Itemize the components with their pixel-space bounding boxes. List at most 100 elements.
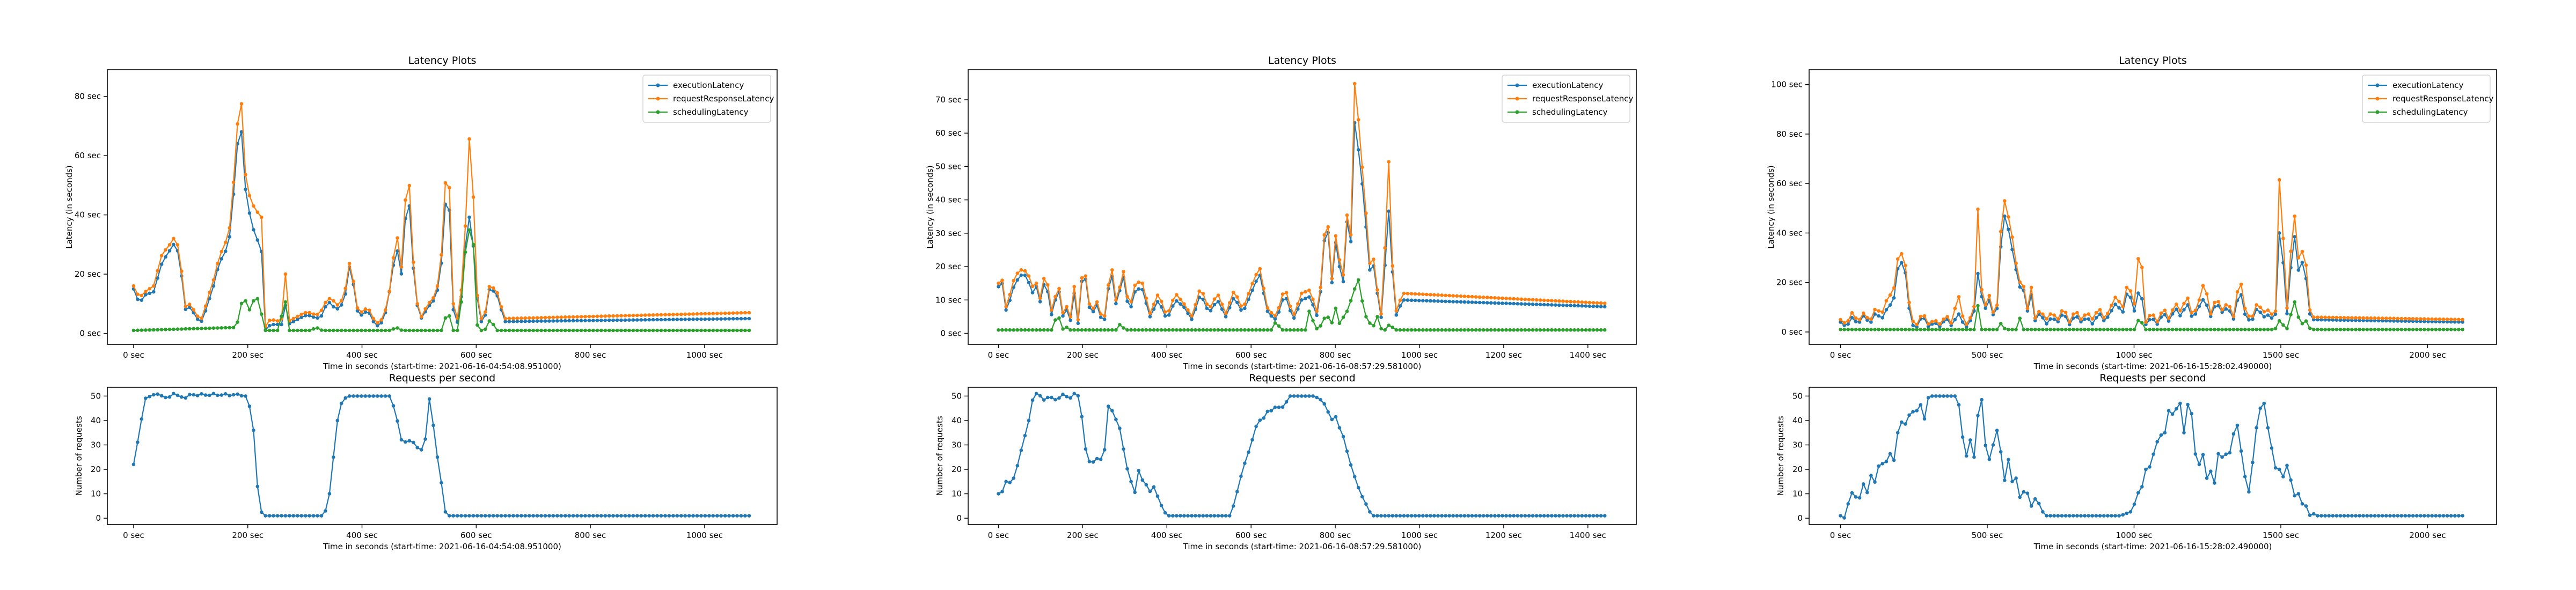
data-point	[2396, 319, 2400, 323]
data-point	[2441, 317, 2446, 321]
x-tick-label: 0 sec	[123, 530, 144, 540]
data-point	[2262, 310, 2266, 314]
data-point	[1880, 310, 1884, 314]
data-point	[599, 319, 603, 322]
data-point	[1030, 328, 1035, 332]
data-point	[1372, 514, 1375, 518]
data-point	[219, 326, 224, 330]
data-point	[2449, 328, 2453, 331]
data-point	[1027, 281, 1031, 285]
data-point	[1190, 328, 1194, 332]
data-point	[2270, 328, 2274, 331]
x-tick-label: 800 sec	[1320, 350, 1351, 360]
data-point	[2373, 319, 2377, 323]
data-point	[1076, 321, 1080, 326]
data-point	[164, 395, 167, 400]
data-point	[2426, 320, 2430, 323]
data-point	[1922, 417, 1927, 421]
data-point	[1873, 307, 1877, 312]
data-point	[1930, 328, 1934, 331]
data-point	[2430, 317, 2434, 321]
data-point	[175, 243, 180, 247]
data-point	[352, 394, 355, 398]
data-point	[288, 328, 291, 333]
data-point	[1319, 285, 1322, 290]
data-point	[159, 394, 164, 398]
data-point	[611, 514, 615, 518]
y-tick-label: 40	[952, 416, 962, 425]
data-point	[1194, 303, 1197, 307]
data-point	[1991, 443, 1995, 447]
data-point	[2369, 319, 2373, 322]
data-point	[2407, 316, 2411, 321]
data-point	[1984, 444, 1987, 447]
data-point	[1050, 308, 1053, 312]
data-point	[2175, 303, 2178, 306]
data-point	[175, 327, 180, 331]
x-tick-label: 800 sec	[1320, 530, 1351, 540]
data-point	[1023, 328, 1027, 332]
data-point	[2067, 328, 2072, 331]
data-point	[1190, 318, 1194, 321]
data-point	[1550, 514, 1554, 518]
plot-frame	[1809, 69, 2497, 345]
data-point	[1190, 314, 1194, 318]
data-point	[1565, 328, 1569, 332]
data-point	[252, 299, 255, 303]
data-point	[2423, 317, 2426, 321]
data-point	[2209, 314, 2213, 319]
data-point	[1595, 304, 1599, 308]
data-point	[2182, 431, 2186, 434]
data-point	[2293, 214, 2297, 218]
data-point	[140, 293, 144, 298]
data-point	[200, 316, 203, 320]
data-point	[1171, 298, 1175, 303]
data-point	[2007, 328, 2010, 331]
data-point	[2285, 312, 2289, 316]
data-point	[1129, 480, 1133, 484]
data-point	[2380, 316, 2384, 320]
data-point	[2258, 328, 2263, 331]
data-point	[2350, 328, 2354, 331]
data-point	[1850, 315, 1854, 320]
data-point	[511, 514, 515, 518]
data-point	[2167, 409, 2171, 412]
y-tick-label: 50	[91, 391, 101, 401]
data-point	[1907, 328, 1911, 331]
data-point	[239, 301, 244, 306]
data-point	[140, 298, 144, 302]
data-point	[1968, 438, 1972, 442]
data-point	[311, 327, 316, 331]
data-point	[1304, 290, 1307, 294]
data-point	[412, 260, 415, 264]
data-point	[475, 514, 479, 518]
data-point	[1842, 321, 1846, 325]
data-point	[343, 396, 347, 400]
data-point	[1288, 308, 1292, 313]
data-point	[659, 318, 663, 322]
data-point	[244, 187, 247, 191]
y-tick-label: 60 sec	[1776, 179, 1803, 188]
data-point	[1857, 328, 1862, 331]
data-point	[2079, 317, 2083, 321]
data-point	[2190, 411, 2193, 416]
data-point	[2110, 309, 2113, 313]
data-point	[2056, 320, 2060, 323]
legend-label: executionLatency	[2392, 80, 2464, 90]
data-point	[2014, 328, 2018, 331]
data-point	[2247, 314, 2251, 318]
y-tick-label: 40	[91, 416, 101, 425]
data-point	[2273, 312, 2278, 316]
data-point	[659, 328, 663, 333]
data-point	[515, 514, 519, 518]
data-point	[2045, 317, 2048, 321]
data-point	[603, 314, 608, 318]
data-point	[1926, 328, 1930, 331]
data-point	[1148, 328, 1152, 332]
x-tick-label: 0 sec	[123, 350, 144, 360]
data-point	[2045, 328, 2048, 331]
data-point	[1957, 328, 1961, 331]
data-point	[2018, 280, 2022, 284]
data-point	[2304, 263, 2308, 267]
data-point	[1884, 328, 1889, 331]
